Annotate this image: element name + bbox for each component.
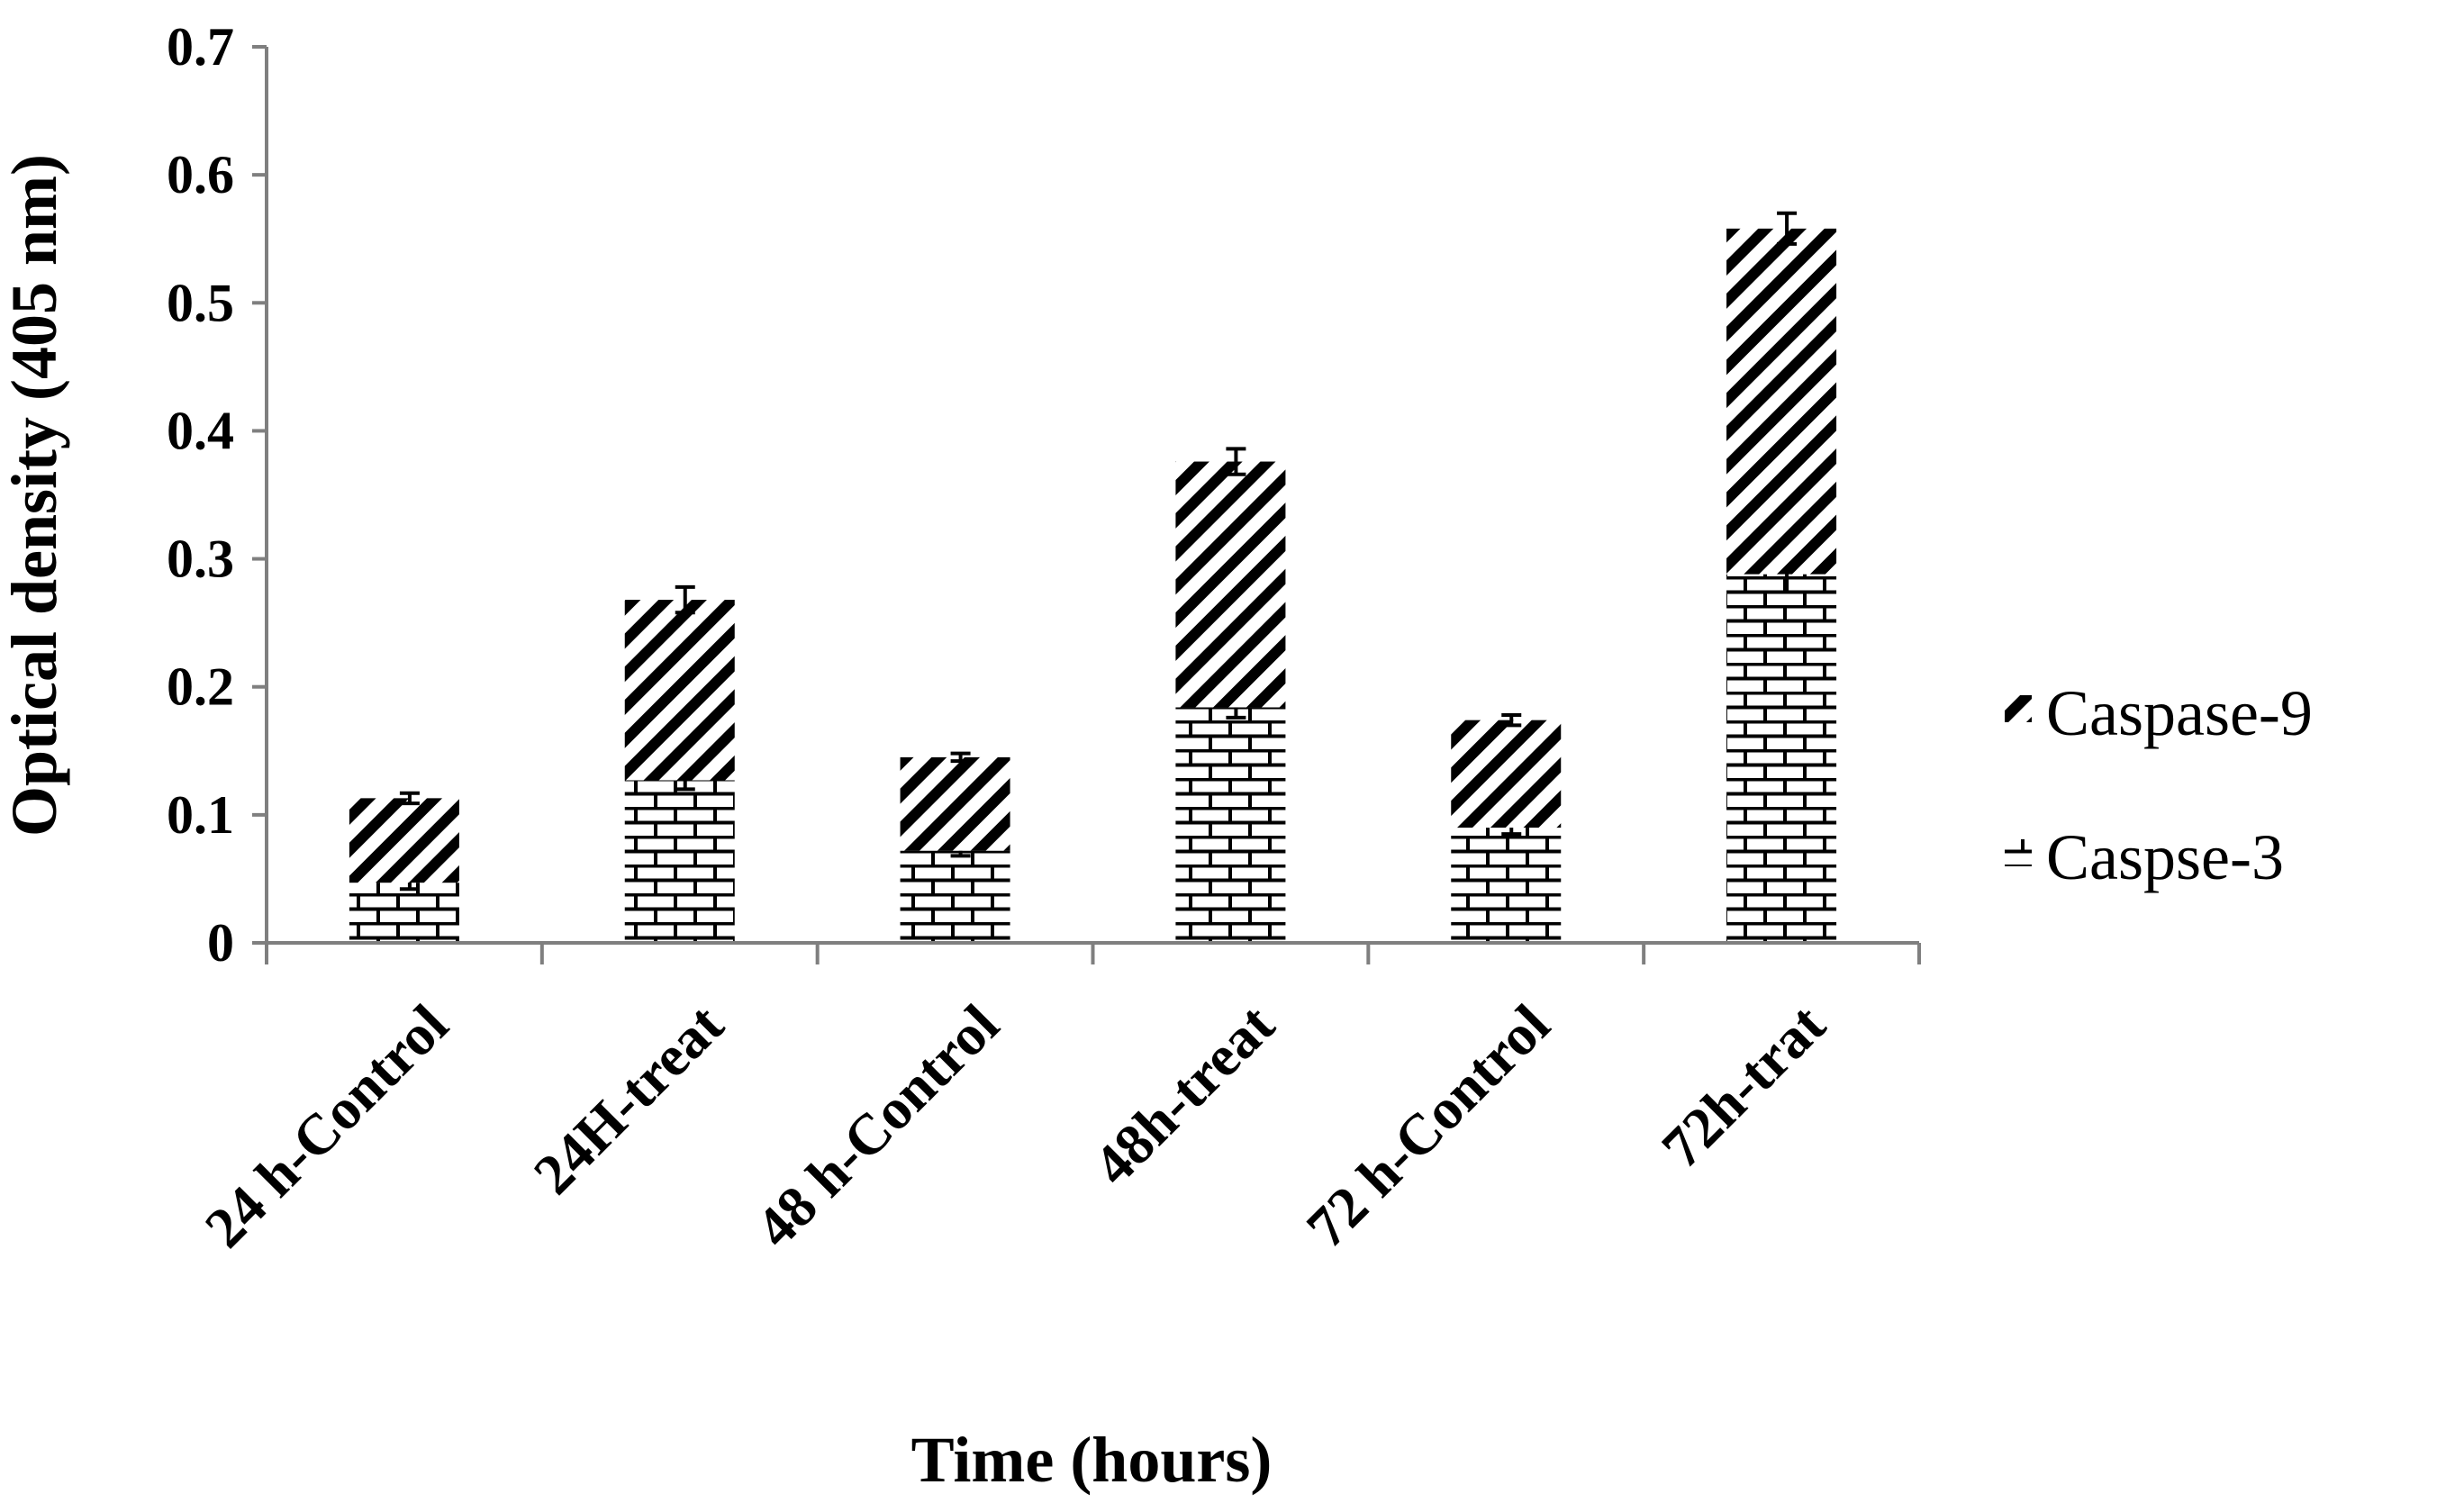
bar-caspase-9 — [624, 600, 735, 781]
legend-label-caspase-9: Caspase-9 — [2046, 677, 2313, 749]
x-category-label: 48 h-Control — [743, 992, 1010, 1260]
y-tick-label: 0.7 — [167, 17, 234, 77]
bar-caspase-9 — [1451, 720, 1562, 828]
bar-caspse-3 — [624, 780, 735, 943]
x-category-label: 72h-trat — [1649, 991, 1837, 1180]
bar-caspase-9 — [1726, 228, 1837, 575]
error-bar-caspase-9 — [1777, 211, 1798, 246]
x-category-label: 48h-treat — [1081, 991, 1286, 1197]
bar-caspse-3 — [1451, 828, 1562, 943]
y-axis-title: Optical density (405 nm) — [0, 154, 70, 837]
bar-caspse-3 — [900, 850, 1010, 943]
y-tick-label: 0.2 — [167, 657, 234, 717]
error-bar-caspase-9 — [1226, 447, 1246, 476]
error-bar-caspase-9 — [399, 791, 420, 806]
bar-caspase-9 — [900, 756, 1010, 851]
x-category-label: 72 h-Control — [1294, 992, 1562, 1260]
legend-swatch-caspse-3 — [2005, 839, 2032, 866]
x-axis-title: Time (hours) — [911, 1424, 1273, 1496]
y-tick-label: 0.6 — [167, 145, 234, 204]
legend-swatch-caspase-9 — [2005, 695, 2032, 722]
bar-caspse-3 — [1175, 707, 1286, 943]
y-tick-label: 0.3 — [167, 530, 234, 589]
x-category-label: 24 h-Control — [193, 992, 460, 1260]
bar-caspse-3 — [1726, 574, 1837, 943]
error-bar-caspase-9 — [675, 584, 695, 615]
error-bar-caspase-9 — [950, 751, 971, 764]
y-tick-label: 0.1 — [167, 785, 234, 845]
x-category-label: 24H-treat — [521, 991, 736, 1206]
legend-label-caspse-3: Caspse-3 — [2046, 821, 2284, 893]
axes: 0 0.1 0.2 0.3 0.4 0.5 0.6 0.7 24 h-Control 24H-tr… — [167, 17, 1921, 1260]
bar-caspase-9 — [349, 798, 459, 883]
bar-caspase-9 — [1175, 461, 1286, 708]
y-tick-label: 0 — [207, 913, 234, 973]
legend: Caspase-9 Caspse-3 — [2005, 677, 2313, 893]
bar-caspse-3 — [349, 883, 459, 943]
plot-area — [349, 211, 1837, 943]
error-bar-caspase-9 — [1501, 712, 1522, 728]
y-tick-label: 0.4 — [167, 401, 234, 460]
y-tick-label: 0.5 — [167, 273, 234, 332]
